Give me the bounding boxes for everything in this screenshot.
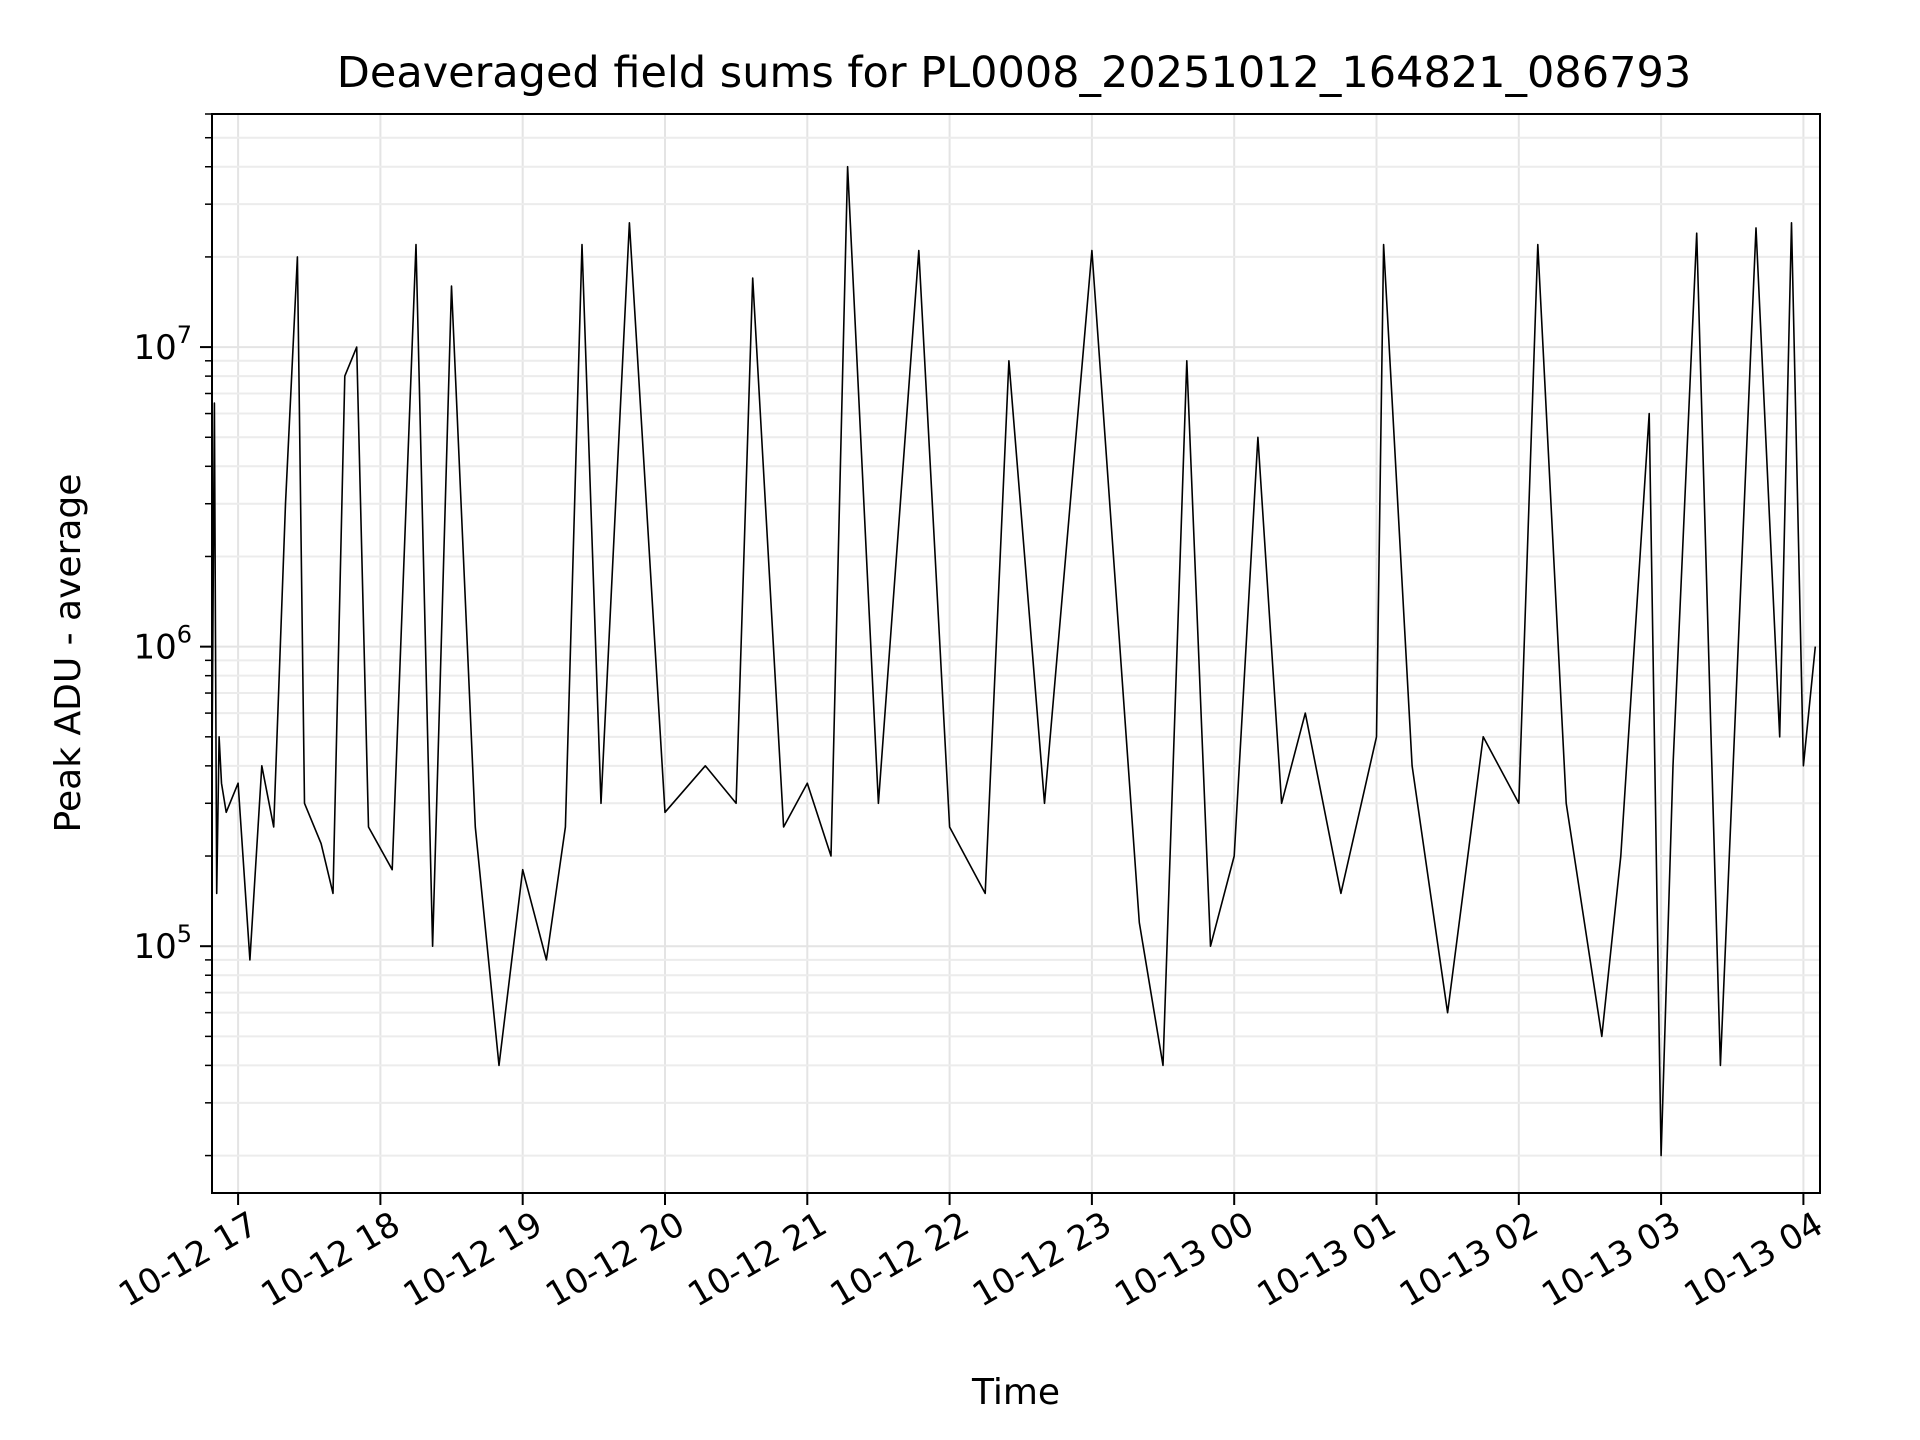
grid	[212, 113, 1820, 1193]
x-axis-label: Time	[971, 1372, 1060, 1413]
plot-frame	[211, 113, 1821, 1194]
y-axis-label: Peak ADU - average	[48, 474, 89, 833]
chart-title: Deaveraged field sums for PL0008_2025101…	[337, 48, 1691, 98]
y-tick-label: 106	[133, 621, 192, 668]
series-line-0	[211, 165, 1817, 1157]
series-group	[211, 165, 1817, 1157]
y-tick-label: 107	[133, 321, 192, 368]
